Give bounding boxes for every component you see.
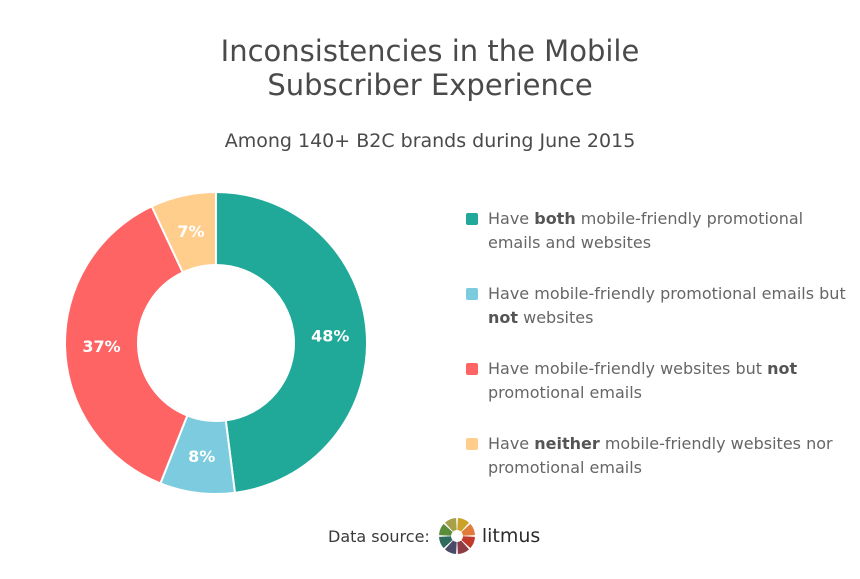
legend-swatch-emails-only: [466, 288, 478, 300]
legend-swatch-both: [466, 213, 478, 225]
legend-text-bold: neither: [534, 434, 600, 453]
slice-websites-only: [64, 205, 189, 485]
chart-title-line-2: Subscriber Experience: [267, 68, 593, 102]
legend-text-pre: Have mobile-friendly promotional emails …: [488, 284, 846, 303]
data-source-label: Data source:: [328, 526, 430, 546]
legend-text-post: promotional emails: [488, 383, 642, 402]
chart-title: Inconsistencies in the Mobile Subscriber…: [0, 34, 860, 102]
legend-item-websites-only: Have mobile-friendly websites but not pr…: [466, 357, 846, 405]
legend-text-bold: both: [534, 209, 576, 228]
legend-text-bold: not: [767, 359, 798, 378]
legend-item-both: Have both mobile-friendly promotional em…: [466, 207, 846, 255]
logo-segment: [438, 536, 453, 549]
legend-text-bold: not: [488, 308, 519, 327]
donut-chart: 48% 8% 37% 7%: [64, 190, 368, 495]
logo-segment: [444, 518, 457, 532]
litmus-logo-icon: [438, 518, 475, 554]
logo-segment: [457, 540, 469, 554]
logo-segment: [461, 523, 475, 536]
legend-text-post: mobile-friendly promotional emails and w…: [488, 209, 804, 252]
logo-segment: [457, 518, 469, 532]
legend-text-pre: Have: [488, 209, 535, 228]
slice-label: 7%: [177, 222, 204, 241]
chart-title-line-1: Inconsistencies in the Mobile: [220, 34, 640, 68]
legend-swatch-websites-only: [466, 363, 478, 375]
logo-segment: [461, 536, 475, 549]
slice-both: [215, 190, 368, 494]
data-source: Data source: litmus: [328, 516, 540, 556]
legend-text-pre: Have: [488, 434, 535, 453]
slice-label: 48%: [311, 326, 349, 345]
slice-label: 8%: [188, 447, 215, 466]
legend-swatch-neither: [466, 438, 478, 450]
legend-item-neither: Have neither mobile-friendly websites no…: [466, 432, 846, 480]
logo-segment: [444, 540, 457, 554]
logo-segment: [438, 523, 453, 536]
legend-text-post: websites: [518, 308, 594, 327]
chart-subtitle: Among 140+ B2C brands during June 2015: [224, 130, 636, 152]
slice-neither: [150, 190, 217, 274]
legend-item-emails-only: Have mobile-friendly promotional emails …: [466, 282, 846, 330]
litmus-brand-name: litmus: [481, 525, 541, 547]
legend: Have both mobile-friendly promotional em…: [466, 207, 846, 480]
legend-text-pre: Have mobile-friendly websites but: [488, 359, 768, 378]
legend-text-post: mobile-friendly websites nor promotional…: [488, 434, 833, 477]
slice-label: 37%: [82, 337, 120, 356]
